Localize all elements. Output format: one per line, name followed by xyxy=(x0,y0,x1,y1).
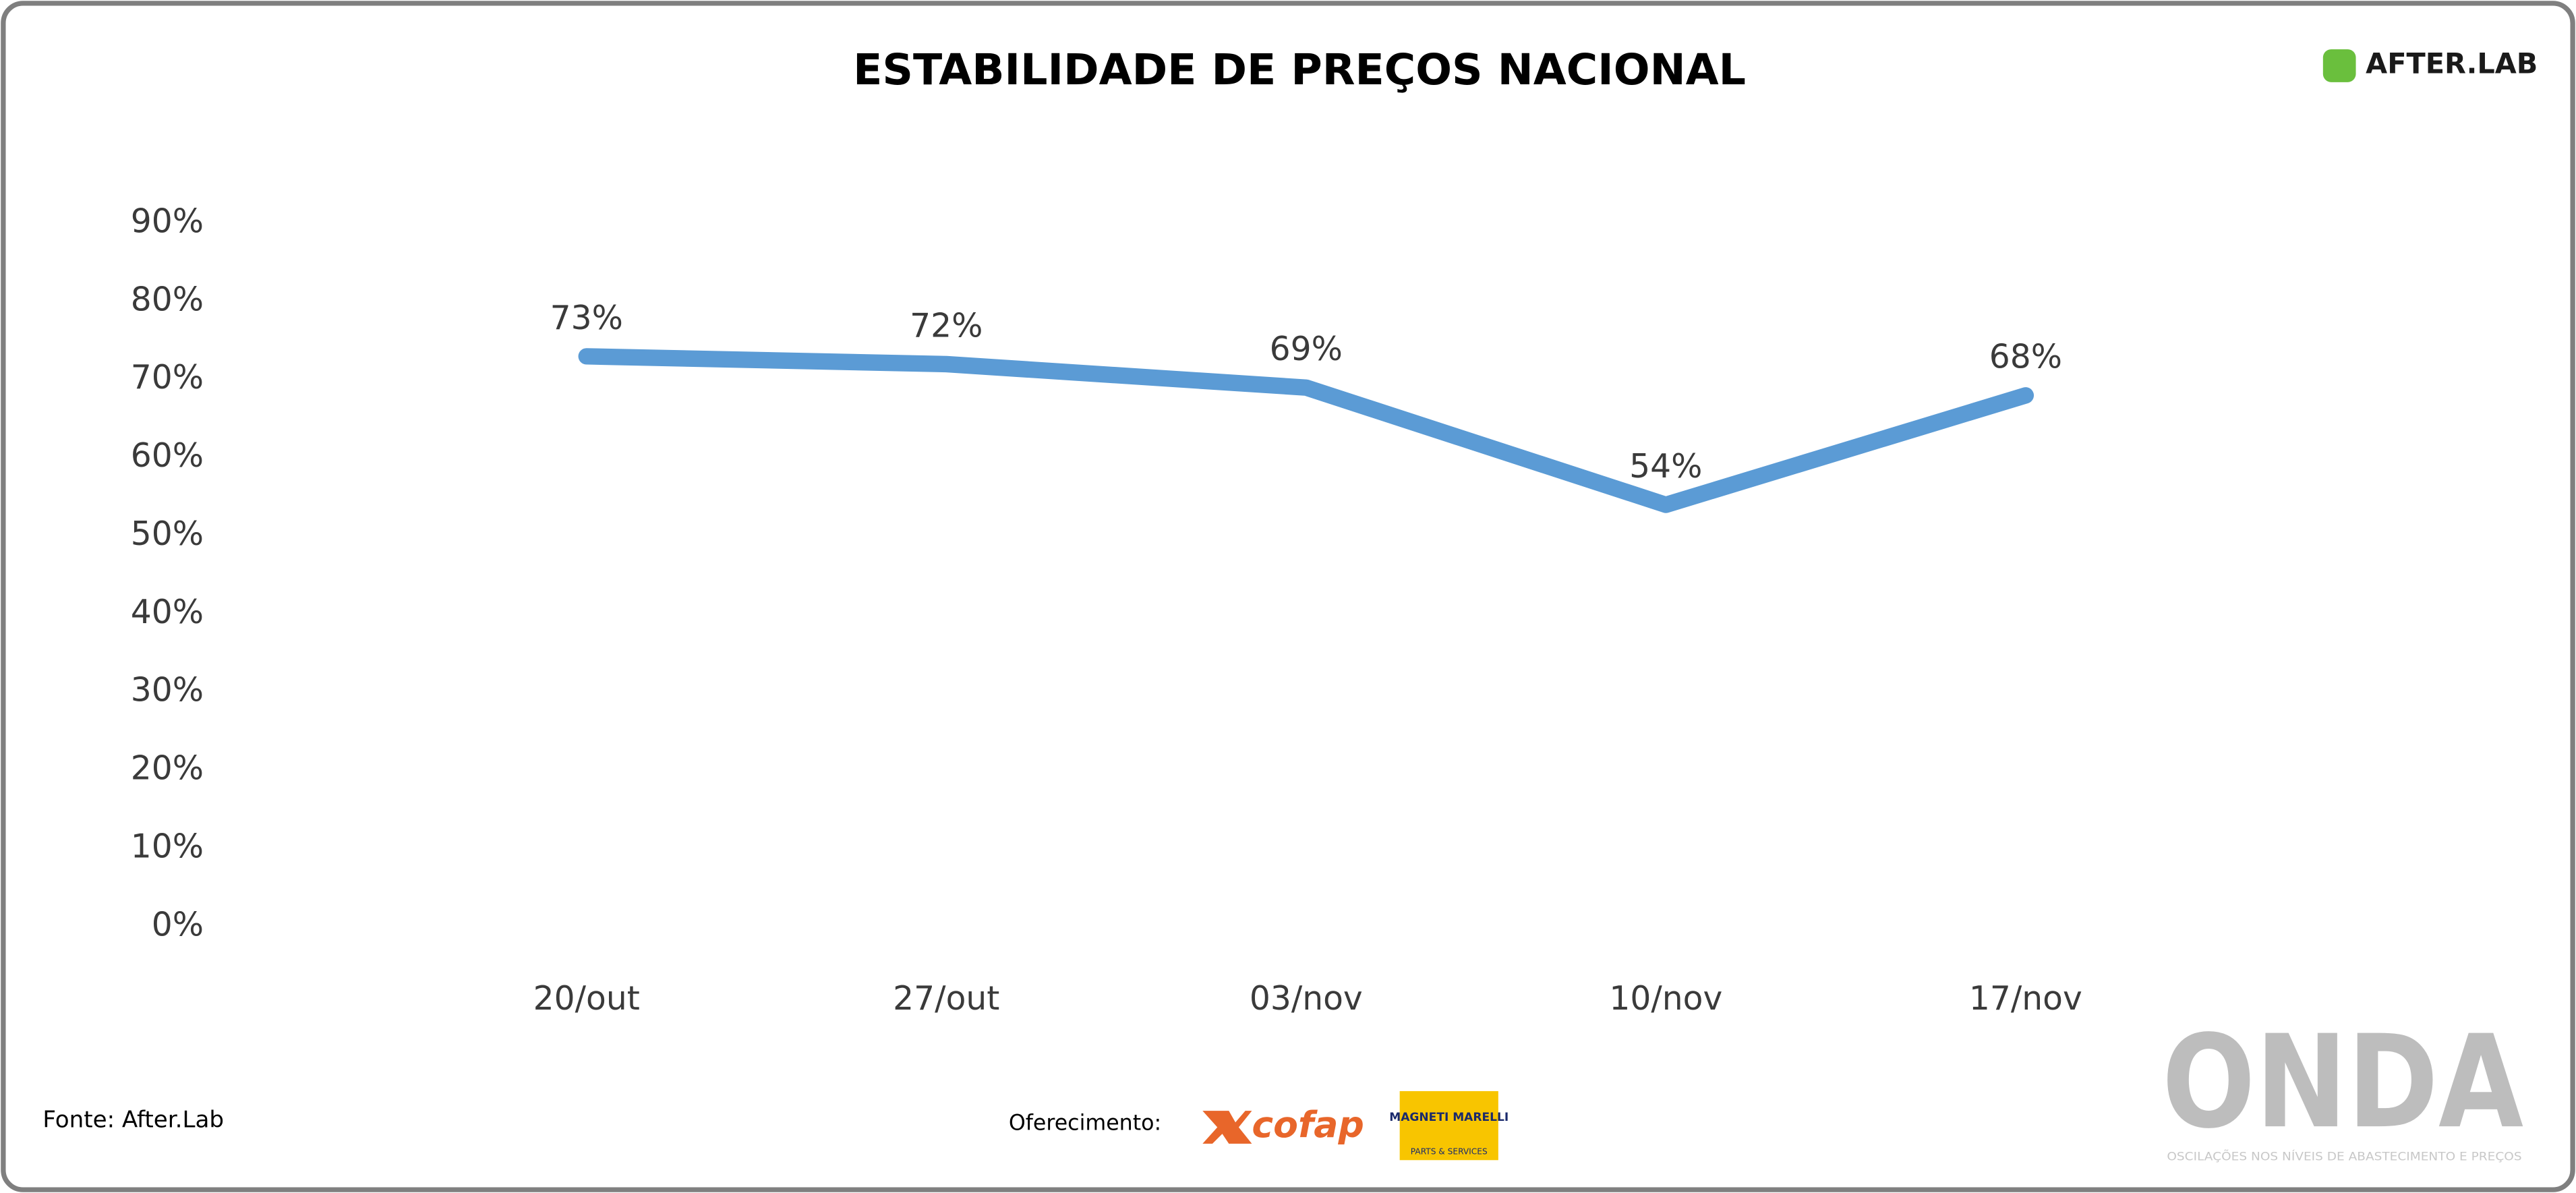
x-tick-label: 17/nov xyxy=(1969,980,2082,1018)
onda-sub: OSCILAÇÕES NOS NÍVEIS DE ABASTECIMENTO E… xyxy=(2167,1148,2521,1163)
y-tick-label: 0% xyxy=(152,906,204,943)
y-tick-label: 80% xyxy=(131,281,204,318)
data-label: 68% xyxy=(1989,339,2062,376)
y-tick-label: 20% xyxy=(131,750,204,788)
sponsor-label: Oferecimento: xyxy=(1009,1111,1161,1136)
y-tick-label: 10% xyxy=(131,827,204,865)
source: Fonte: After.Lab xyxy=(42,1106,224,1133)
y-tick-label: 90% xyxy=(131,202,204,240)
afterlab-icon xyxy=(2322,49,2356,82)
data-label: 73% xyxy=(550,299,623,337)
y-tick-label: 30% xyxy=(131,672,204,709)
magneti-logo: MAGNETI MARELLI xyxy=(1389,1111,1509,1124)
onda-logo: ONDA xyxy=(2162,1008,2523,1157)
magneti-sub: PARTS & SERVICES xyxy=(1411,1147,1488,1157)
data-label: 69% xyxy=(1270,330,1343,368)
data-label: 72% xyxy=(910,307,983,345)
y-tick-label: 70% xyxy=(131,359,204,397)
x-tick-label: 27/out xyxy=(893,980,999,1018)
y-tick-label: 60% xyxy=(131,437,204,475)
y-tick-label: 50% xyxy=(131,515,204,553)
chart-title: ESTABILIDADE DE PREÇOS NACIONAL xyxy=(853,45,1746,94)
afterlab-logo: AFTER.LAB xyxy=(2366,47,2538,80)
cofap-icon xyxy=(1202,1111,1252,1144)
y-tick-label: 40% xyxy=(131,593,204,631)
magneti-box xyxy=(1399,1090,1498,1161)
x-tick-label: 20/out xyxy=(533,980,640,1018)
cofap-logo: cofap xyxy=(1252,1103,1364,1146)
data-label: 54% xyxy=(1629,448,1702,486)
x-tick-label: 10/nov xyxy=(1609,980,1722,1018)
x-tick-label: 03/nov xyxy=(1250,980,1363,1018)
series-line xyxy=(578,348,2035,513)
